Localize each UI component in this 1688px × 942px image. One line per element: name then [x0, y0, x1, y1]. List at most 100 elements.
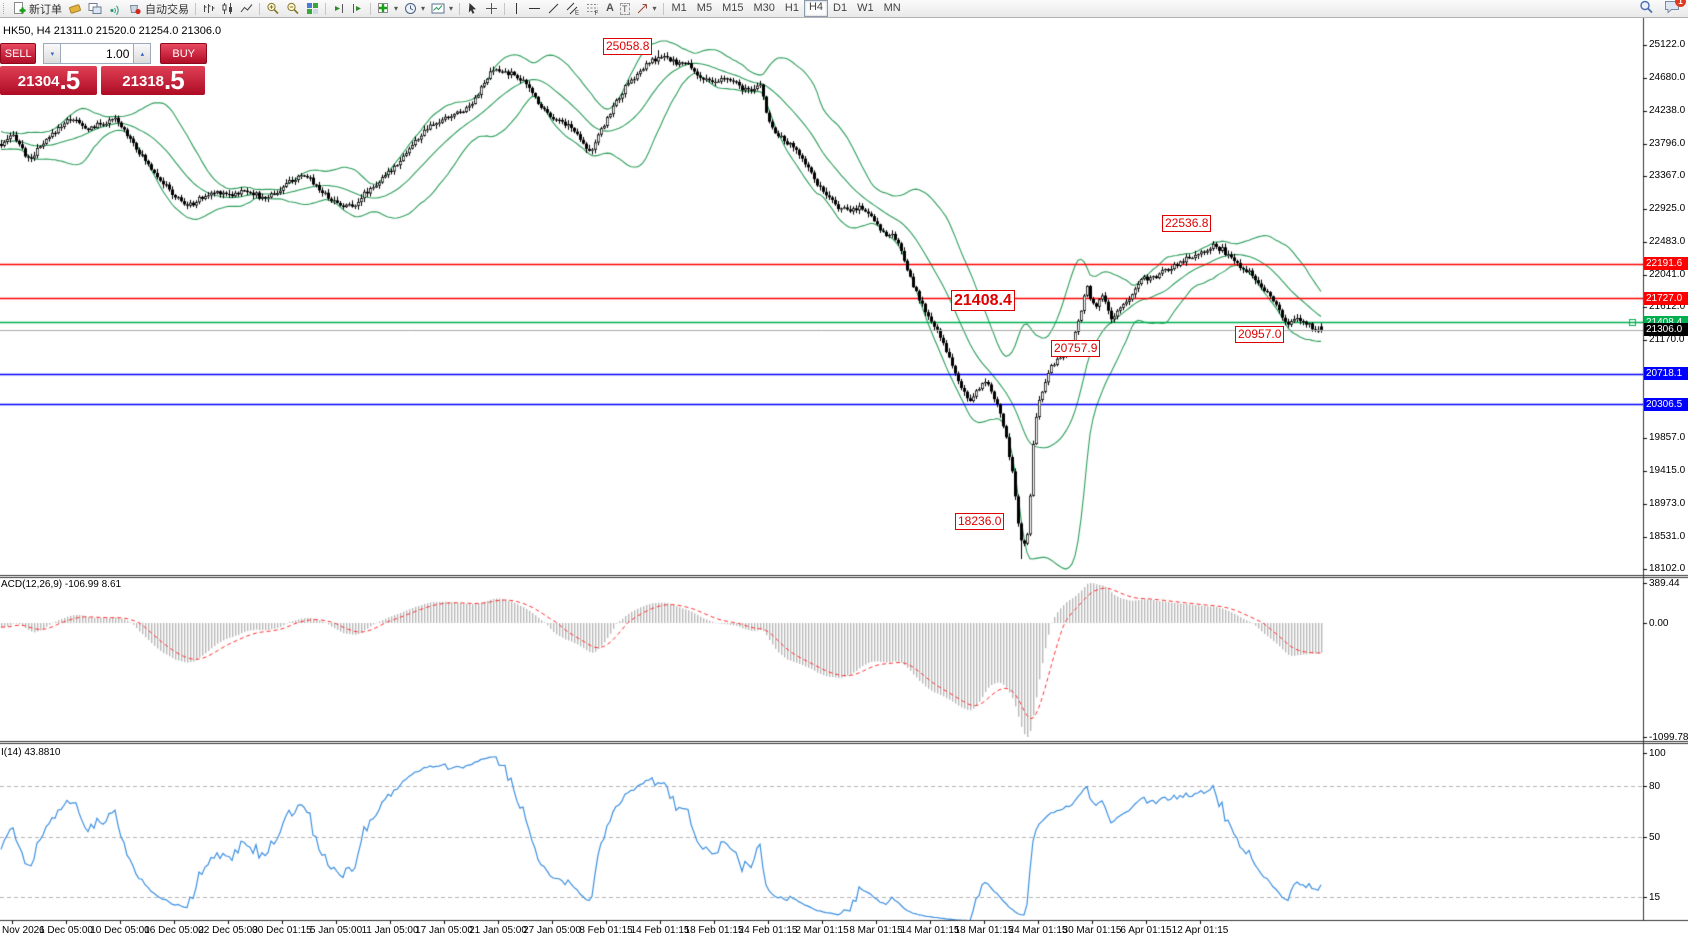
price-annotation[interactable]: 25058.8 — [603, 38, 653, 55]
sell-price-box[interactable]: 21304 .5 — [0, 66, 97, 95]
svg-text:F: F — [595, 11, 599, 15]
timeframe-m30[interactable]: M30 — [753, 2, 775, 14]
timeframe-h4[interactable]: H4 — [803, 0, 829, 17]
rsi-axis-tick: 100 — [1649, 748, 1666, 759]
price-annotation[interactable]: 18236.0 — [955, 513, 1005, 530]
time-axis-label: 27 Jan 05:00 — [523, 925, 581, 936]
notification-badge: 1 — [1675, 0, 1686, 7]
new-order-button[interactable]: 新订单 — [10, 1, 65, 16]
crosshair-button[interactable] — [482, 1, 501, 16]
time-axis-label: Nov 2021 — [2, 925, 45, 936]
toolbar-separator — [370, 2, 371, 15]
sell-button[interactable]: SELL — [0, 43, 37, 64]
toolbar-grip — [3, 3, 7, 14]
autotrade-label: 自动交易 — [145, 3, 189, 16]
price-axis-tick: 19415.0 — [1649, 464, 1686, 476]
toolbar-separator — [504, 2, 506, 15]
price-axis-tick: 24680.0 — [1649, 71, 1686, 83]
template-icon — [431, 3, 445, 14]
price-axis-tick: 18973.0 — [1649, 497, 1686, 509]
time-axis-label: 18 Mar 01:15 — [954, 925, 1014, 936]
arrows-button[interactable]: ▾ — [633, 1, 660, 16]
eraser-button[interactable] — [65, 1, 85, 16]
text-icon: A — [606, 2, 614, 14]
volume-increase-button[interactable]: ▴ — [133, 43, 152, 64]
toolbar-separator — [195, 2, 196, 15]
cursor-icon — [468, 3, 477, 14]
crosshair-icon — [486, 3, 498, 14]
time-axis-label: 11 Jan 05:00 — [361, 925, 419, 936]
auto-scroll-button[interactable] — [329, 1, 348, 16]
window-layout-icon — [88, 3, 102, 14]
line-chart-button[interactable] — [237, 1, 256, 16]
chart-shift-button[interactable] — [348, 1, 367, 16]
search-button[interactable] — [1639, 0, 1654, 17]
price-annotation[interactable]: 20757.9 — [1051, 340, 1101, 357]
chart-shift-icon — [353, 4, 361, 13]
macd-axis-tick: 389.44 — [1649, 578, 1680, 589]
tile-windows-icon — [307, 3, 318, 14]
price-axis-tick: 21612.0 — [1649, 301, 1686, 312]
time-axis-label: 6 Dec 05:00 — [39, 925, 93, 936]
timeframe-d1[interactable]: D1 — [833, 2, 848, 14]
channel-button[interactable]: E — [563, 1, 583, 16]
autotrade-button[interactable]: 自动交易 — [125, 1, 192, 16]
zoom-in-button[interactable] — [263, 1, 283, 16]
new-order-icon — [14, 2, 26, 14]
periods-clock-icon — [405, 3, 417, 14]
volume-decrease-button[interactable]: ▾ — [43, 43, 62, 64]
candlestick-chart-button[interactable] — [218, 1, 237, 16]
price-annotation[interactable]: 21408.4 — [951, 290, 1015, 311]
bar-chart-button[interactable] — [199, 1, 218, 16]
text-button[interactable]: A — [603, 1, 617, 16]
time-axis-label: 14 Feb 01:15 — [630, 925, 690, 936]
buy-price-box[interactable]: 21318 .5 — [101, 66, 205, 95]
buy-button[interactable]: BUY — [160, 43, 207, 64]
autotrade-icon — [129, 5, 141, 15]
price-line-badge: 20306.5 — [1644, 397, 1688, 411]
sell-price-main: 21304 — [17, 73, 60, 90]
notifications-button[interactable]: 1 — [1664, 0, 1686, 17]
timeframe-mn[interactable]: MN — [883, 2, 901, 14]
timeframe-m5[interactable]: M5 — [696, 2, 713, 14]
time-axis-label: 17 Jan 05:00 — [415, 925, 473, 936]
text-label-button[interactable]: T — [617, 1, 633, 16]
cursor-button[interactable] — [463, 1, 482, 16]
timeframe-w1[interactable]: W1 — [857, 2, 874, 14]
zoom-out-button[interactable] — [283, 1, 303, 16]
horizontal-line-button[interactable] — [525, 1, 544, 16]
add-indicator-button[interactable]: ▾ — [374, 1, 401, 16]
timeframe-m15[interactable]: M15 — [722, 2, 744, 14]
macd-label: ACD(12,26,9) -106.99 8.61 — [1, 579, 122, 590]
timeframe-m1[interactable]: M1 — [671, 2, 687, 14]
toolbar-separator — [459, 2, 461, 15]
template-button[interactable]: ▾ — [428, 1, 456, 16]
periods-button[interactable]: ▾ — [401, 1, 428, 16]
trade-panel-row1: SELL ▾ ▴ BUY — [0, 43, 207, 64]
time-axis-label: 24 Feb 01:15 — [738, 925, 798, 936]
window-layout-button[interactable] — [85, 1, 105, 16]
vertical-line-button[interactable] — [508, 1, 525, 16]
timeframe-toolbar: M1 M5 M15 M30 H1 H4 D1 W1 MN — [667, 0, 906, 17]
time-axis-label: 8 Mar 01:15 — [849, 925, 903, 936]
volume-input[interactable] — [61, 43, 134, 64]
candlestick-chart-icon — [222, 3, 232, 14]
time-axis-label: 30 Mar 01:15 — [1062, 925, 1122, 936]
tile-windows-button[interactable] — [303, 1, 322, 16]
add-indicator-caret: ▾ — [394, 4, 399, 13]
fibonacci-button[interactable]: F — [583, 1, 603, 16]
time-axis-label: 18 Feb 01:15 — [684, 925, 744, 936]
price-annotation[interactable]: 22536.8 — [1162, 215, 1212, 232]
time-axis-label: 24 Mar 01:15 — [1008, 925, 1068, 936]
template-caret: ▾ — [449, 4, 454, 13]
trendline-button[interactable] — [544, 1, 563, 16]
add-indicator-icon — [378, 3, 388, 13]
channel-icon: E — [566, 2, 579, 15]
signal-button[interactable] — [105, 1, 125, 16]
price-annotation[interactable]: 20957.0 — [1235, 326, 1285, 343]
price-line-badge: 21306.0 — [1644, 323, 1688, 337]
timeframe-h1[interactable]: H1 — [784, 2, 799, 14]
macd-axis-tick: 0.00 — [1649, 618, 1669, 629]
search-icon — [1640, 0, 1653, 14]
